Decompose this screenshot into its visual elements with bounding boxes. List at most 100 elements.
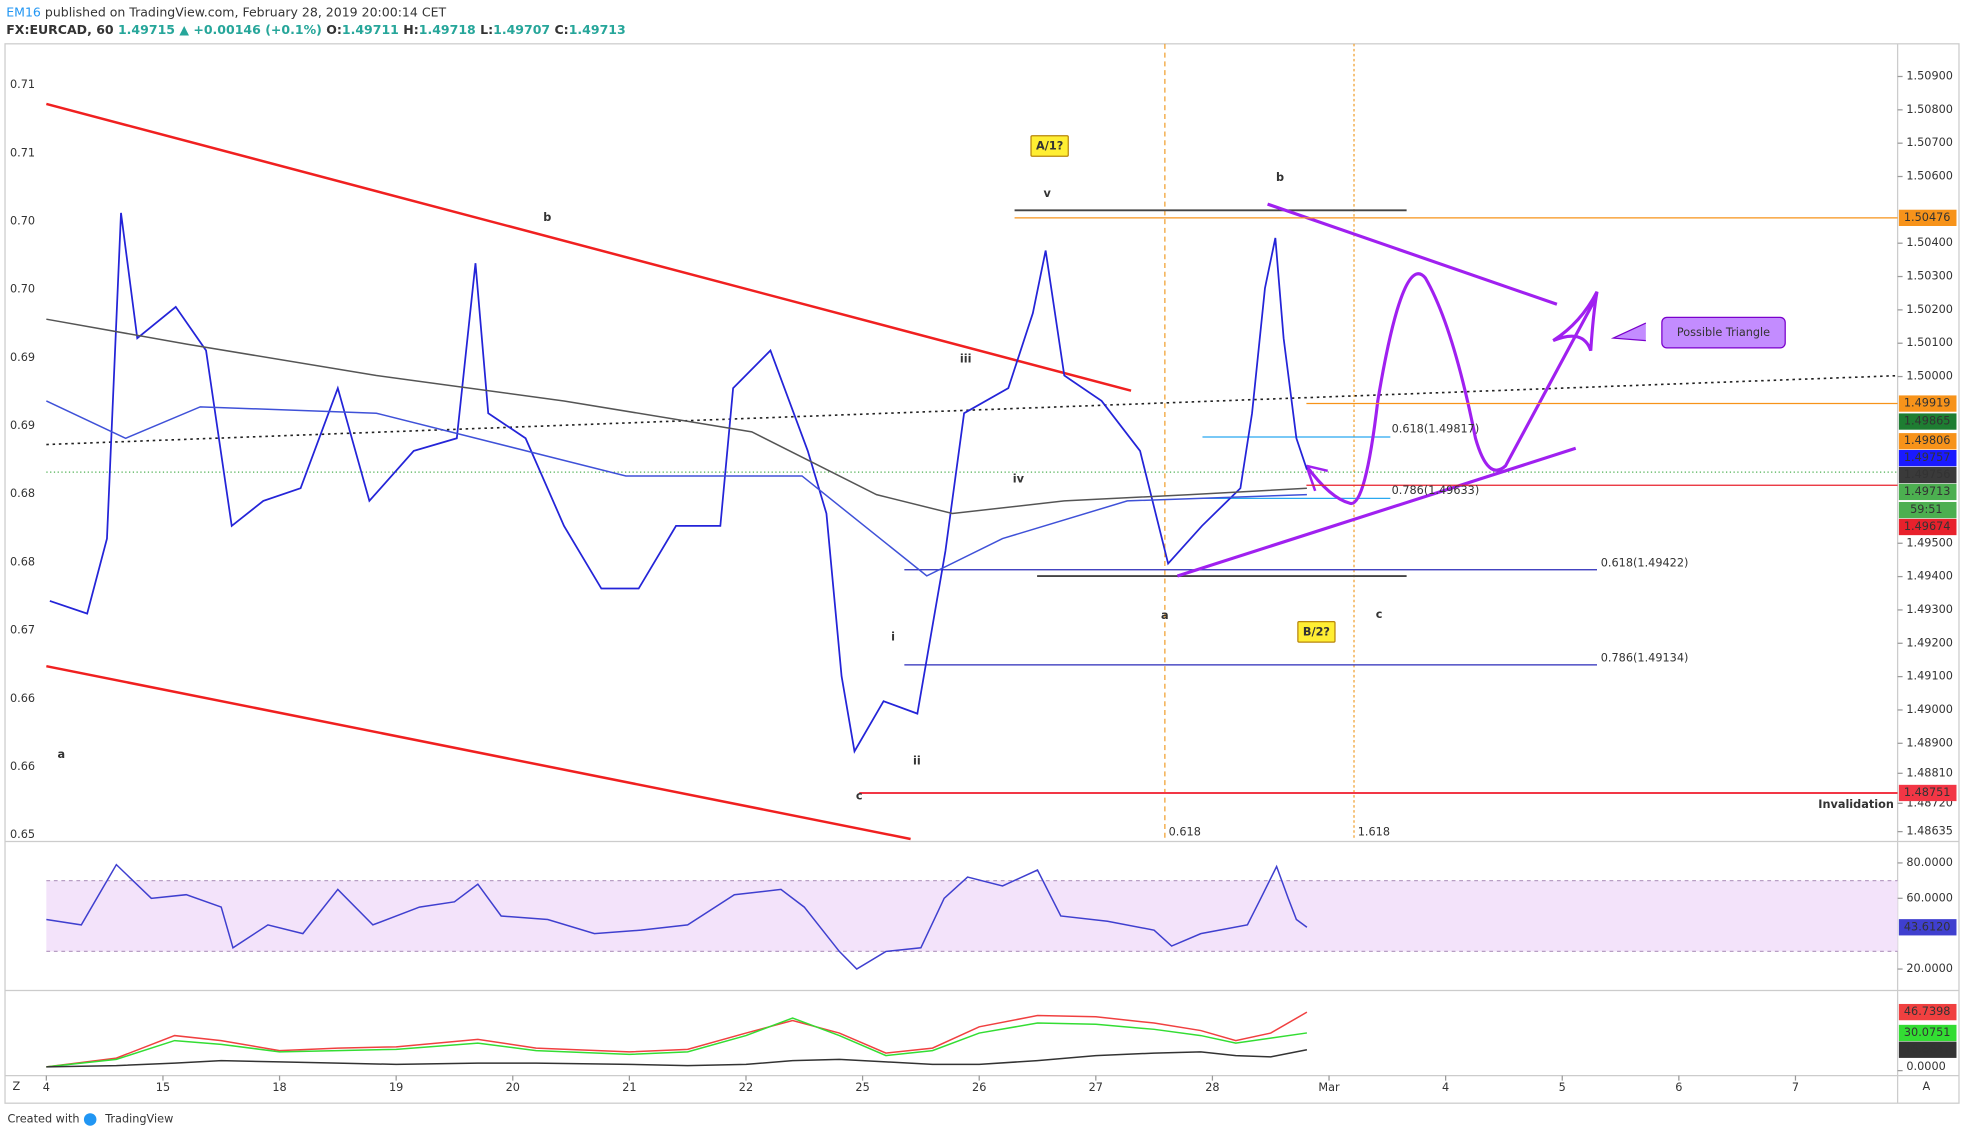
price-badge-label: 1.49713 — [1904, 485, 1951, 498]
series-line — [46, 400, 1307, 577]
ohlc-key: H: — [403, 22, 418, 37]
y-tick-label: 1.50400 — [1906, 236, 1953, 249]
ohlc-value: 1.49711 — [342, 22, 399, 37]
x-tick-label: 20 — [506, 1081, 520, 1094]
author: EM16 — [6, 4, 41, 19]
y-tick-label: 1.48635 — [1906, 825, 1953, 838]
y-tick-label: 1.50000 — [1906, 370, 1953, 383]
y-tick-label: 20.0000 — [1906, 962, 1953, 975]
annotation: A/1? — [1036, 140, 1063, 153]
annotation-box — [1030, 135, 1069, 157]
price-badge — [1898, 450, 1957, 467]
left-axis-label: 0.70 — [10, 215, 35, 228]
price-badge-label: 1.49674 — [1904, 520, 1951, 533]
channel-line — [46, 102, 1132, 392]
price-badge — [1898, 483, 1957, 501]
y-tick-label: 1.50700 — [1906, 136, 1953, 149]
value-badge — [1898, 1041, 1957, 1058]
y-tick-label: 1.50200 — [1906, 303, 1953, 316]
series-line — [49, 212, 1308, 754]
value-badge-label: 16.6647 — [1904, 1043, 1951, 1056]
annotation: b — [543, 211, 551, 224]
y-tick-label: 1.49200 — [1906, 636, 1953, 649]
annotation: 0.786(1.49633) — [1392, 484, 1480, 497]
annotation: c — [856, 789, 863, 802]
footer-created: Created with — [8, 1112, 80, 1125]
x-tick-label: 25 — [855, 1081, 869, 1094]
price-badge — [1898, 466, 1957, 484]
y-tick-label: 60.0000 — [1906, 891, 1953, 904]
corner-right: A — [1923, 1080, 1931, 1093]
left-axis-label: 0.69 — [10, 419, 35, 432]
price-badge-label: 1.50476 — [1904, 211, 1951, 224]
left-axis-label: 0.65 — [10, 828, 35, 841]
left-axis-label: 0.71 — [10, 146, 35, 159]
series-line — [46, 1048, 1308, 1068]
x-tick-label: 15 — [156, 1081, 170, 1094]
last: 1.49715 — [118, 22, 175, 37]
ohlc-key: C: — [555, 22, 569, 37]
left-axis-label: 0.67 — [10, 624, 35, 637]
price-badge — [1898, 395, 1957, 412]
left-axis-label: 0.68 — [10, 487, 35, 500]
annotation: a — [58, 748, 66, 761]
y-tick-label: 1.50100 — [1906, 336, 1953, 349]
projection-arrow — [1552, 291, 1599, 352]
y-tick-label: 1.48810 — [1906, 766, 1953, 779]
y-tick-label: 1.49500 — [1906, 536, 1953, 549]
left-axis-label: 0.66 — [10, 760, 35, 773]
y-tick-label: 1.50300 — [1906, 270, 1953, 283]
x-tick-label: 6 — [1675, 1081, 1682, 1094]
triangle-line — [1176, 446, 1577, 578]
price-badge — [1898, 433, 1957, 450]
y-tick-label: 1.48900 — [1906, 736, 1953, 749]
price-badge-label: 1.49865 — [1904, 415, 1951, 428]
annotation: b — [1276, 171, 1284, 184]
x-tick-label: 28 — [1205, 1081, 1219, 1094]
outer-frame — [4, 43, 1960, 1104]
annotation: 0.618(1.49817) — [1392, 423, 1480, 436]
annotation: i — [891, 630, 895, 643]
y-tick-label: 1.49400 — [1906, 570, 1953, 583]
ohlc-key: L: — [480, 22, 493, 37]
annotation: ii — [913, 754, 921, 767]
x-tick-label: 5 — [1559, 1081, 1566, 1094]
ohlc-value: 1.49718 — [419, 22, 476, 37]
annotation: a — [1161, 609, 1169, 622]
annotation: iii — [960, 352, 972, 365]
annotation: Invalidation — [1818, 798, 1894, 811]
price-badge-label: 1.49756 — [1904, 468, 1951, 481]
left-axis-label: 0.68 — [10, 555, 35, 568]
annotation: 1.618 — [1358, 826, 1390, 839]
x-tick-label: 7 — [1792, 1081, 1799, 1094]
footer-brand: TradingView — [104, 1112, 173, 1125]
projection-path — [1305, 272, 1596, 505]
y-tick-label: 1.50900 — [1906, 70, 1953, 83]
x-tick-label: Mar — [1318, 1081, 1340, 1094]
price-badge-label: 1.49757 — [1904, 451, 1951, 464]
annotation: v — [1043, 187, 1051, 200]
header-line-1: EM16 published on TradingView.com, Febru… — [6, 4, 446, 19]
triangle-line — [1267, 202, 1558, 306]
x-tick-label: 22 — [739, 1081, 753, 1094]
annotation: Possible Triangle — [1677, 326, 1770, 339]
value-badge — [1898, 1003, 1957, 1021]
countdown: 59:51 — [1910, 503, 1942, 516]
countdown-badge — [1898, 501, 1957, 519]
price-badge — [1898, 784, 1957, 802]
price-badge — [1898, 518, 1957, 536]
price-badge — [1898, 209, 1957, 226]
corner-left: Z — [13, 1080, 21, 1093]
left-axis-label: 0.71 — [10, 78, 35, 91]
x-tick-label: 4 — [43, 1081, 50, 1094]
ohlc-key: O: — [326, 22, 342, 37]
header-line-2: FX:EURCAD, 60 1.49715 ▲ +0.00146 (+0.1%)… — [6, 22, 625, 37]
y-tick-label: 1.50800 — [1906, 103, 1953, 116]
annotation: 0.786(1.49134) — [1601, 652, 1689, 665]
channel-line — [46, 664, 911, 841]
trend-line — [46, 374, 1898, 446]
y-tick-label: 80.0000 — [1906, 856, 1953, 869]
x-tick-label: 18 — [272, 1081, 286, 1094]
x-tick-label: 4 — [1442, 1081, 1449, 1094]
